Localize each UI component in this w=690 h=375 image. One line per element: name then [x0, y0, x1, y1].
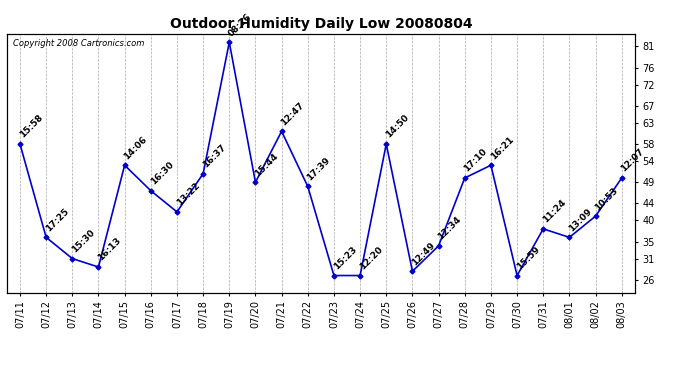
Text: 10:53: 10:53: [593, 186, 620, 212]
Text: 12:49: 12:49: [411, 240, 437, 267]
Text: 12:07: 12:07: [620, 147, 646, 174]
Text: 12:20: 12:20: [358, 245, 384, 272]
Text: 11:24: 11:24: [541, 198, 568, 225]
Text: 13:09: 13:09: [567, 207, 594, 233]
Text: 15:44: 15:44: [253, 151, 280, 178]
Text: 15:23: 15:23: [332, 245, 358, 272]
Text: 08:26: 08:26: [227, 12, 254, 38]
Text: 17:39: 17:39: [306, 156, 333, 182]
Text: 15:30: 15:30: [70, 228, 97, 254]
Text: 15:59: 15:59: [515, 244, 542, 272]
Text: 15:58: 15:58: [18, 113, 44, 140]
Text: 16:13: 16:13: [97, 236, 123, 263]
Text: 13:22: 13:22: [175, 181, 201, 208]
Title: Outdoor Humidity Daily Low 20080804: Outdoor Humidity Daily Low 20080804: [170, 17, 472, 31]
Text: 17:10: 17:10: [462, 147, 489, 174]
Text: 16:30: 16:30: [148, 160, 175, 186]
Text: 16:37: 16:37: [201, 143, 228, 170]
Text: 17:25: 17:25: [44, 207, 70, 233]
Text: Copyright 2008 Cartronics.com: Copyright 2008 Cartronics.com: [13, 39, 144, 48]
Text: 14:06: 14:06: [122, 135, 149, 161]
Text: 12:47: 12:47: [279, 100, 306, 127]
Text: 16:21: 16:21: [489, 135, 515, 161]
Text: 14:50: 14:50: [384, 113, 411, 140]
Text: 12:34: 12:34: [436, 215, 463, 242]
